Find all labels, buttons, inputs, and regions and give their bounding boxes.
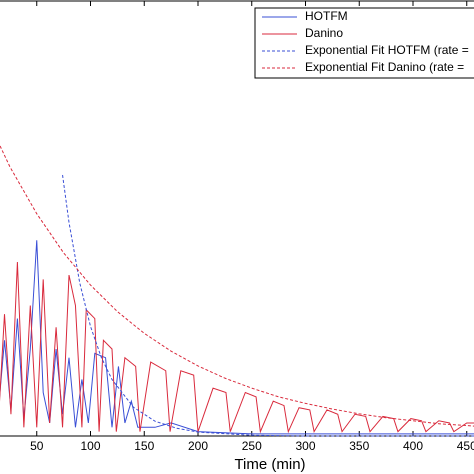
legend-label: Danino: [305, 26, 343, 40]
series-line: [0, 240, 474, 435]
x-tick-label: 50: [30, 439, 44, 453]
series-line: [62, 174, 474, 437]
x-tick-label: 400: [403, 439, 423, 453]
legend-label: HOTFM: [305, 9, 348, 23]
x-tick-label: 450: [457, 439, 474, 453]
x-axis-label: Time (min): [234, 456, 305, 473]
series-line: [0, 261, 474, 434]
legend-label: Exponential Fit Danino (rate =: [305, 60, 464, 74]
x-tick-label: 100: [80, 439, 100, 453]
x-tick-label: 150: [134, 439, 154, 453]
x-tick-label: 300: [295, 439, 315, 453]
legend-label: Exponential Fit HOTFM (rate =: [305, 43, 469, 57]
legend-box: [254, 7, 474, 79]
x-tick-label: 200: [188, 439, 208, 453]
series-line: [0, 144, 474, 427]
x-tick-label: 350: [349, 439, 369, 453]
x-tick-label: 250: [242, 439, 262, 453]
